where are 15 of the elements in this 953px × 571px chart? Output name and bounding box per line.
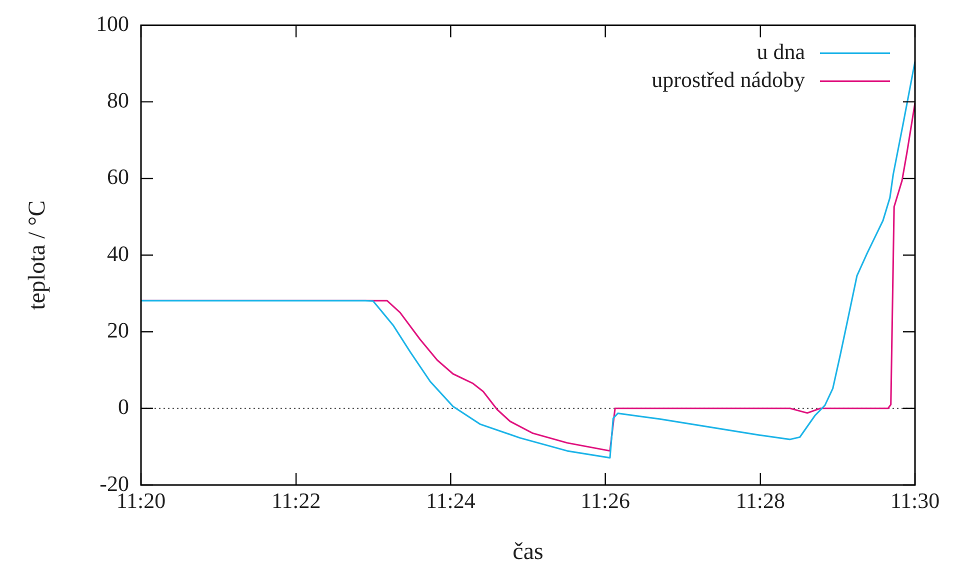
y-tick-label: 40 xyxy=(107,240,129,266)
x-tick-label: 11:30 xyxy=(890,488,940,513)
x-tick-label: 11:22 xyxy=(271,488,321,513)
x-tick-label: 11:26 xyxy=(580,488,630,513)
y-tick-label: 20 xyxy=(107,318,129,343)
x-tick-label: 11:28 xyxy=(736,488,786,513)
y-tick-label: 0 xyxy=(118,394,129,420)
y-tick-label: 60 xyxy=(107,164,129,190)
legend-label: u dna xyxy=(756,38,806,64)
x-axis-title: čas xyxy=(512,538,544,565)
y-tick-label: 100 xyxy=(96,10,129,36)
x-tick-label: 11:24 xyxy=(426,488,476,513)
y-tick-label: 80 xyxy=(107,88,129,113)
legend-label: uprostřed nádoby xyxy=(652,66,805,92)
y-axis-title: teplota / °C xyxy=(24,200,50,310)
